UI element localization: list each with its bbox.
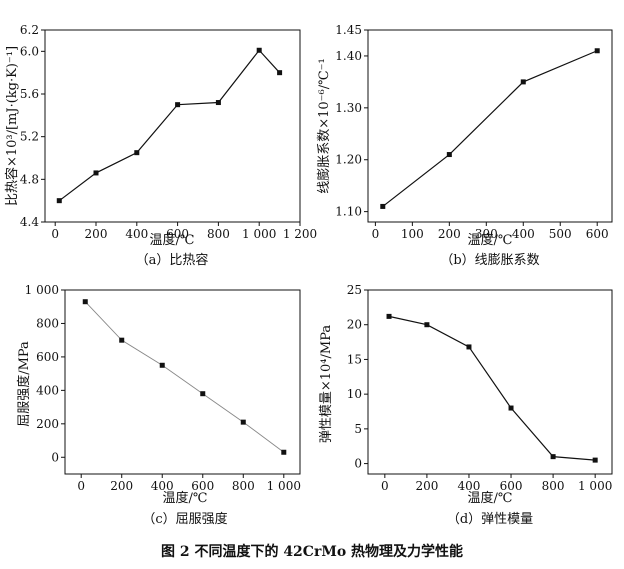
data-point [93,170,99,176]
data-point [386,313,392,319]
y-tick-label: 6.2 [20,23,39,37]
x-tick-label: 0 [372,227,380,241]
data-point [281,449,287,455]
x-tick-label: 300 [475,227,498,241]
x-tick-label: 200 [438,227,461,241]
y-tick-label: 20 [347,318,362,332]
y-tick-label: 25 [347,283,362,297]
y-tick-label: 1.45 [335,23,362,37]
y-tick-label: 15 [347,352,362,366]
sub-caption: （d）弹性模量 [447,512,533,527]
series-line [58,49,281,202]
chart-panel-3: 0 200 400 600 800 1 000 0 5 10 15 20 25 温度/℃ 弹性模量×10⁴… [319,283,613,527]
y-axis-label: 弹性模量×10⁴/MPa [319,325,334,444]
data-point [200,391,206,397]
data-point [175,102,181,108]
x-tick-label: 200 [415,479,438,493]
y-tick-label: 1.30 [335,101,362,115]
x-tick-label: 800 [542,479,565,493]
sub-caption: （c）屈服强度 [142,511,227,527]
y-tick-label: 10 [347,387,362,401]
x-tick-label: 600 [586,227,609,241]
y-tick-label: 4.8 [20,172,39,186]
data-point [380,203,386,209]
data-point [215,100,221,106]
y-tick-label: 5.6 [20,87,39,101]
y-axis-label: 比热容×10³/[mJ·(kg·K)⁻¹] [4,46,20,206]
x-tick-label: 400 [151,479,174,493]
data-point [446,152,452,158]
data-point [508,405,514,411]
data-point [159,362,165,368]
y-tick-label: 1.10 [335,205,362,219]
data-point [466,344,472,350]
data-point [82,299,88,305]
y-tick-label: 800 [36,316,59,330]
x-axis-label: 温度/℃ [150,232,195,248]
x-axis-label: 温度/℃ [163,490,208,506]
series-line [84,301,285,453]
x-tick-label: 400 [512,227,535,241]
y-tick-label: 200 [36,417,59,431]
data-point [119,337,125,343]
y-tick-label: 6.0 [20,44,39,58]
plot-frame [367,29,613,223]
y-tick-label: 600 [36,350,59,364]
y-axis-label: 屈服强度/MPa [16,341,32,427]
figure-caption: 图 2 不同温度下的 42CrMo 热物理及力学性能 [161,543,463,560]
data-point [520,79,526,85]
plot-frame [367,289,613,475]
chart-panel-0: 0 200 400 600 800 1 000 1 200 4.4 4.8 5.2 5.6 6.0 6.… [4,23,317,268]
chart-panel-2: 0 200 400 600 800 1 000 0 200 400 600 800 1 000 温度/℃… [16,283,301,527]
data-point [592,457,598,463]
x-tick-label: 1 000 [242,227,276,241]
y-tick-label: 400 [36,383,59,397]
x-tick-label: 800 [207,227,230,241]
data-point [134,150,140,156]
sub-caption: （a）比热容 [136,252,209,268]
x-tick-label: 800 [232,479,255,493]
y-tick-label: 0 [354,457,362,471]
x-tick-label: 0 [77,479,85,493]
data-point [240,419,246,425]
x-tick-label: 0 [381,479,389,493]
x-tick-label: 1 000 [267,479,301,493]
data-point [256,47,262,53]
x-tick-label: 600 [191,479,214,493]
x-tick-label: 200 [110,479,133,493]
y-tick-label: 1 000 [25,283,59,297]
x-axis-label: 温度/℃ [468,490,513,506]
plot-frame [64,289,301,475]
x-tick-label: 500 [549,227,572,241]
data-point [594,48,600,54]
y-tick-label: 1.40 [335,49,362,63]
x-tick-label: 400 [458,479,481,493]
series-line [388,315,596,461]
x-tick-label: 0 [51,227,59,241]
x-axis-label: 温度/℃ [468,232,513,248]
y-tick-label: 5 [354,422,362,436]
data-point [424,322,430,328]
series-line [382,50,598,207]
y-tick-label: 5.2 [20,130,39,144]
plot-frame [44,29,301,223]
x-tick-label: 200 [85,227,108,241]
y-tick-label: 0 [51,450,59,464]
x-tick-label: 1 000 [578,479,612,493]
x-tick-label: 100 [401,227,424,241]
y-axis-label: 线膨胀系数×10⁻⁶/℃⁻¹ [317,58,332,194]
y-tick-label: 1.20 [335,153,362,167]
data-point [56,198,62,204]
data-point [550,454,556,460]
data-point [277,70,283,76]
x-tick-label: 600 [166,227,189,241]
x-tick-label: 1 200 [283,227,317,241]
x-tick-label: 600 [500,479,523,493]
y-tick-label: 4.4 [20,215,39,229]
sub-caption: （b）线膨胀系数 [440,253,539,268]
chart-panel-1: 0 100 200 300 400 500 600 1.10 1.20 1.30 1.40 1.45 温… [317,23,613,268]
x-tick-label: 400 [125,227,148,241]
